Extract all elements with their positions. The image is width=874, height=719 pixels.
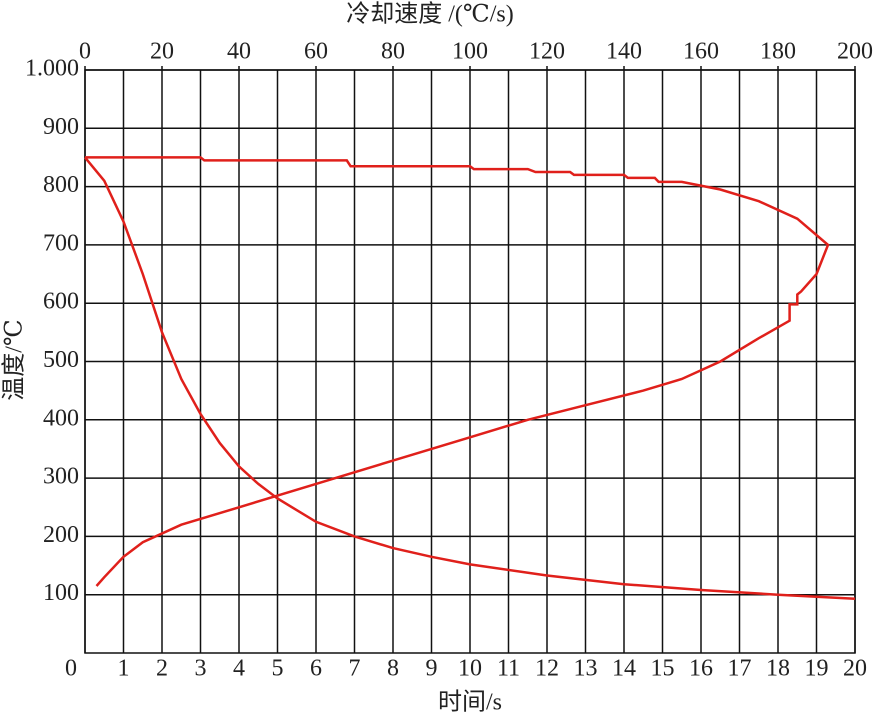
x2-tick-label: 20 <box>150 39 174 65</box>
x2-tick-label: 120 <box>529 39 565 65</box>
x-tick-label: 13 <box>574 656 598 682</box>
x2-tick-label: 160 <box>683 39 719 65</box>
y-tick-label: 600 <box>43 289 79 315</box>
y-tick-label: 500 <box>43 347 79 373</box>
y-tick-label: 400 <box>43 405 79 431</box>
y-axis-label: 温度/℃ <box>1 319 28 401</box>
x-tick-label: 18 <box>766 656 790 682</box>
x-tick-label: 11 <box>497 656 520 682</box>
x2-tick-label: 180 <box>760 39 796 65</box>
x-tick-label: 15 <box>651 656 675 682</box>
x-tick-label: 4 <box>233 656 245 682</box>
x-tick-label: 8 <box>387 656 399 682</box>
x2-tick-label: 60 <box>304 39 328 65</box>
x-tick-label: 19 <box>805 656 829 682</box>
x-tick-label: 14 <box>612 656 636 682</box>
x-tick-label: 12 <box>535 656 559 682</box>
x-tick-label: 17 <box>728 656 752 682</box>
x-tick-label: 3 <box>195 656 207 682</box>
x-tick-label: 9 <box>426 656 438 682</box>
y-tick-label: 300 <box>43 464 79 490</box>
y-tick-label: 700 <box>43 230 79 256</box>
x-tick-label: 16 <box>689 656 713 682</box>
x-tick-label: 5 <box>272 656 284 682</box>
x-tick-label: 10 <box>458 656 482 682</box>
x-tick-label: 0 <box>65 656 77 682</box>
x2-tick-label: 140 <box>606 39 642 65</box>
x2-tick-label: 200 <box>837 39 873 65</box>
plot-frame <box>84 69 856 654</box>
x-tick-label: 6 <box>310 656 322 682</box>
x2-tick-label: 80 <box>381 39 405 65</box>
x2-tick-label: 100 <box>452 39 488 65</box>
y-tick-label: 200 <box>43 522 79 548</box>
data-line <box>85 156 830 587</box>
x2-tick-label: 0 <box>79 39 91 65</box>
data-line <box>84 156 856 601</box>
y-tick-label: 900 <box>43 114 79 140</box>
x-tick-label: 2 <box>156 656 168 682</box>
y-tick-label: 100 <box>43 580 79 606</box>
x2-axis-label: 冷却速度 /(℃/s) <box>346 1 514 28</box>
y-tick-label: 1.000 <box>25 56 79 82</box>
x2-tick-label: 40 <box>227 39 251 65</box>
x-axis-label: 时间/s <box>438 689 502 716</box>
x-tick-label: 7 <box>349 656 361 682</box>
y-tick-label: 800 <box>43 172 79 198</box>
x-tick-label: 1 <box>118 656 130 682</box>
x-tick-label: 20 <box>843 656 867 682</box>
